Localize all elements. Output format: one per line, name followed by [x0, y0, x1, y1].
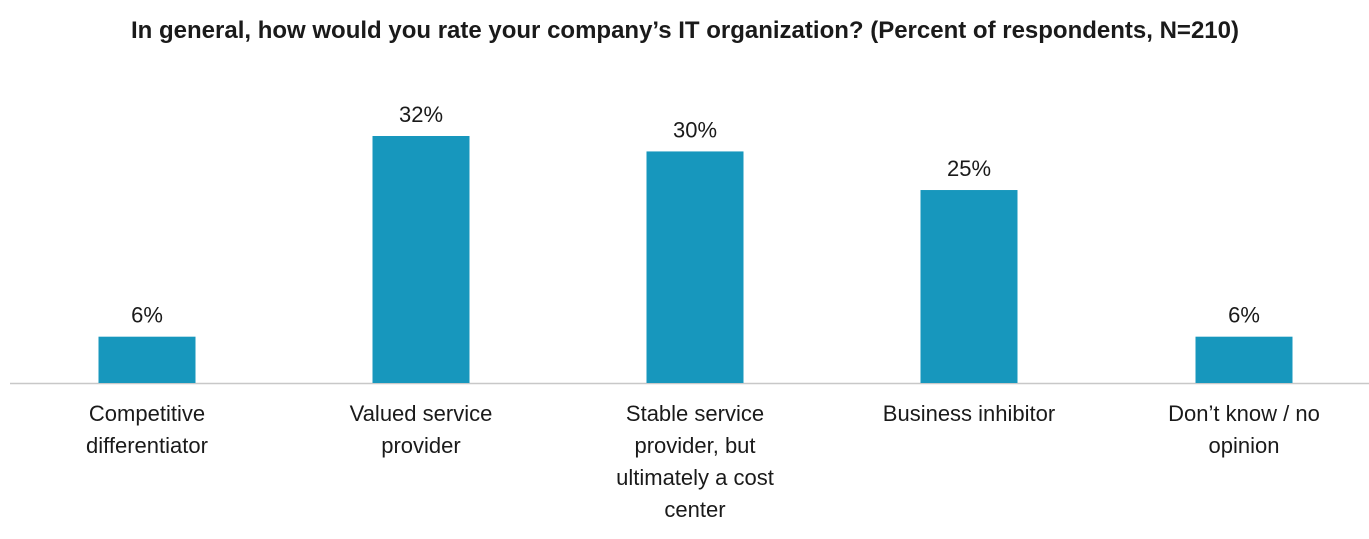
- bar-don-t-know-no-opinion: [1195, 336, 1293, 383]
- data-label-business-inhibitor: 25%: [947, 156, 991, 181]
- data-label-valued-service-provider: 32%: [399, 102, 443, 127]
- data-label-stable-service-provider-but-ultimately-a-cost-center: 30%: [673, 117, 717, 142]
- category-label-competitive-differentiator: Competitive differentiator: [86, 401, 208, 458]
- chart-title: In general, how would you rate your comp…: [131, 17, 1239, 44]
- category-label-business-inhibitor: Business inhibitor: [882, 401, 1056, 426]
- bar-stable-service-provider-but-ultimately-a-cost-center: [646, 151, 744, 383]
- category-label-stable-service-provider-but-ultimately-a-cost-center: Stable service provider, but ultimately …: [616, 401, 774, 522]
- data-label-competitive-differentiator: 6%: [131, 303, 163, 328]
- bar-competitive-differentiator: [98, 336, 196, 383]
- category-label-valued-service-provider: Valued service provider: [349, 401, 493, 458]
- data-label-don-t-know-no-opinion: 6%: [1228, 303, 1260, 328]
- category-label-don-t-know-no-opinion: Don’t know / no opinion: [1168, 401, 1320, 458]
- bar-valued-service-provider: [372, 136, 470, 383]
- bar-business-inhibitor: [920, 190, 1018, 383]
